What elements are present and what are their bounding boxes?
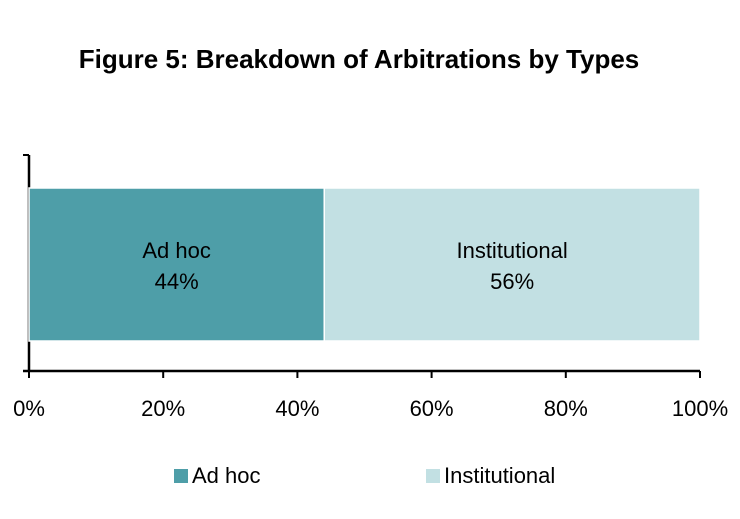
bar-segment-ad-hoc	[28, 187, 325, 342]
legend: Ad hoc Institutional	[0, 463, 740, 495]
segment-value-ad-hoc: 44%	[155, 269, 199, 294]
legend-swatch-institutional	[426, 469, 440, 483]
x-tick-label: 60%	[410, 396, 454, 421]
x-tick-label: 0%	[13, 396, 45, 421]
chart-title: Figure 5: Breakdown of Arbitrations by T…	[78, 44, 640, 74]
legend-item-institutional: Institutional	[426, 463, 555, 489]
x-tick-label: 20%	[141, 396, 185, 421]
segment-label-ad-hoc: Ad hoc	[142, 238, 211, 263]
x-tick-label: 40%	[275, 396, 319, 421]
x-tick-label: 100%	[672, 396, 728, 421]
segment-value-institutional: 56%	[490, 269, 534, 294]
legend-label-ad-hoc: Ad hoc	[192, 463, 261, 488]
segment-label-institutional: Institutional	[456, 238, 567, 263]
x-tick-labels: 0% 20% 40% 60% 80% 100%	[13, 396, 728, 421]
legend-label-institutional: Institutional	[444, 463, 556, 488]
x-tick-label: 80%	[544, 396, 588, 421]
legend-item-ad-hoc: Ad hoc	[174, 463, 261, 489]
legend-swatch-ad-hoc	[174, 469, 188, 483]
bar-segment-institutional	[323, 187, 701, 342]
bars: Ad hoc 44% Institutional 56%	[28, 187, 701, 342]
